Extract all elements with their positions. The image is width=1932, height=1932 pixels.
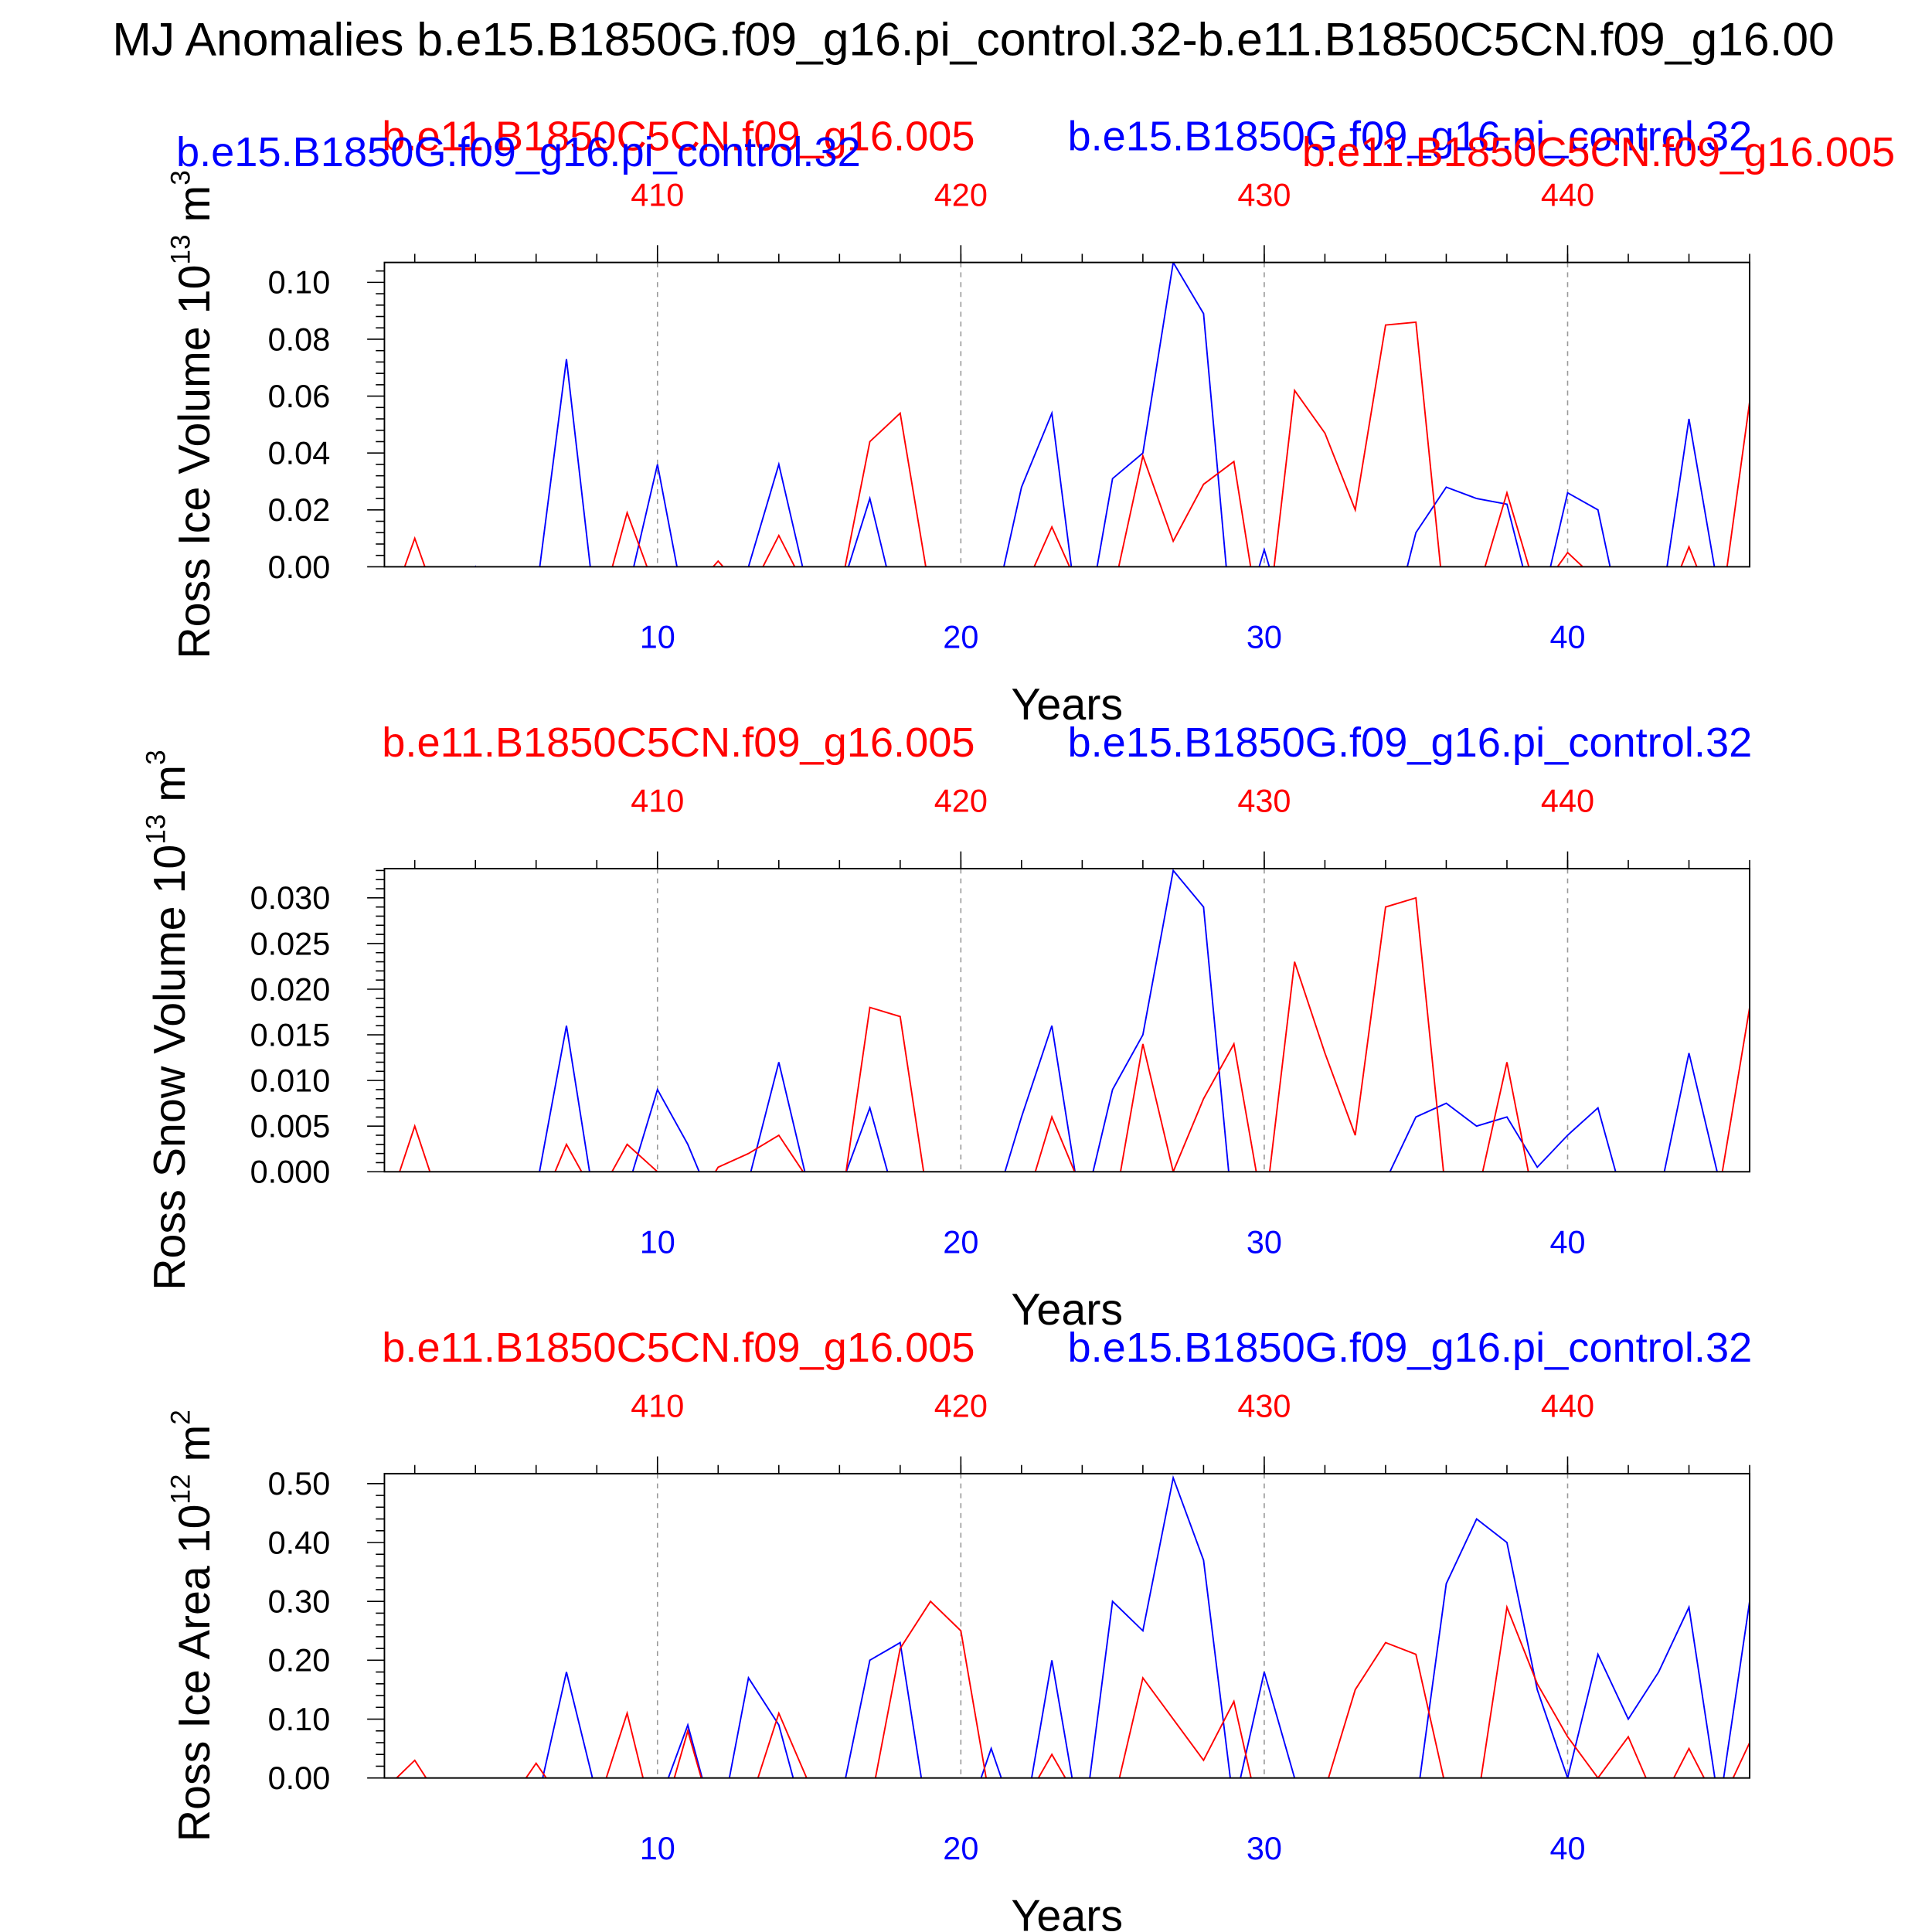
y-tick-label: 0.10 bbox=[268, 264, 331, 301]
y-axis-label: Ross Ice Area 1012 m2 bbox=[166, 1410, 220, 1842]
y-tick-label: 0.00 bbox=[268, 549, 331, 585]
y-tick-label: 0.010 bbox=[250, 1062, 331, 1098]
series-line bbox=[399, 896, 1750, 1172]
x2-tick-label: 420 bbox=[934, 176, 988, 213]
annotation: b.e15.B1850G.f09_g16.pi_control.32 bbox=[176, 129, 861, 175]
y-tick-label: 0.015 bbox=[250, 1016, 331, 1053]
y-axis-label-text: Ross Ice Volume 10 bbox=[170, 265, 219, 659]
x2-tick-label: 420 bbox=[934, 783, 988, 819]
y-tick-label: 0.50 bbox=[268, 1465, 331, 1502]
y-axis-label-unit: m bbox=[170, 1425, 219, 1475]
x-tick-label: 40 bbox=[1549, 1223, 1585, 1260]
x-tick-label: 30 bbox=[1247, 1223, 1282, 1260]
x2-tick-label: 410 bbox=[631, 783, 684, 819]
y-axis-label-exp: 13 bbox=[166, 234, 196, 264]
legend-entry: b.e11.B1850C5CN.f09_g16.005 bbox=[382, 114, 975, 160]
y-axis-label-text: Ross Ice Area 10 bbox=[170, 1504, 219, 1842]
x2-tick-label: 430 bbox=[1237, 1388, 1291, 1424]
x2-tick-label: 430 bbox=[1237, 176, 1291, 213]
x2-tick-label: 410 bbox=[631, 176, 684, 213]
legend-entry: b.e15.B1850G.f09_g16.pi_control.32 bbox=[1067, 719, 1752, 766]
y-axis-label-unit-exp: 3 bbox=[141, 750, 172, 765]
x-tick-label: 10 bbox=[640, 1830, 675, 1866]
y-tick-label: 0.40 bbox=[268, 1524, 331, 1560]
legend-entry: b.e11.B1850C5CN.f09_g16.005 bbox=[382, 1325, 975, 1371]
y-axis-label-unit-exp: 3 bbox=[166, 170, 196, 185]
y-tick-label: 0.10 bbox=[268, 1701, 331, 1737]
x-axis-label: Years bbox=[1011, 1891, 1123, 1932]
series-line bbox=[403, 321, 1750, 567]
y-tick-label: 0.00 bbox=[268, 1760, 331, 1796]
y-tick-label: 0.02 bbox=[268, 492, 331, 528]
y-tick-label: 0.005 bbox=[250, 1108, 331, 1145]
x2-tick-label: 420 bbox=[934, 1388, 988, 1424]
x-axis-label: Years bbox=[1011, 1285, 1123, 1335]
plot-frame bbox=[383, 1472, 1750, 1779]
y-axis-label-unit: m bbox=[170, 185, 219, 235]
legend-entry: b.e15.B1850G.f09_g16.pi_control.32 bbox=[1067, 114, 1752, 160]
x-tick-label: 30 bbox=[1247, 619, 1282, 655]
y-axis-label-text: Ross Snow Volume 10 bbox=[145, 845, 195, 1291]
y-axis-label: Ross Ice Volume 1013 m3 bbox=[166, 170, 220, 659]
y-tick-label: 0.08 bbox=[268, 321, 331, 357]
y-tick-label: 0.030 bbox=[250, 879, 331, 916]
x-tick-label: 10 bbox=[640, 1223, 675, 1260]
y-tick-label: 0.04 bbox=[268, 435, 331, 471]
x2-tick-label: 440 bbox=[1541, 783, 1594, 819]
x-tick-label: 40 bbox=[1549, 619, 1585, 655]
y-axis-label-unit: m bbox=[145, 765, 195, 815]
x-tick-label: 20 bbox=[943, 1223, 978, 1260]
series-line bbox=[395, 1600, 1750, 1778]
y-axis-label-exp: 13 bbox=[141, 815, 172, 845]
y-tick-label: 0.025 bbox=[250, 925, 331, 961]
y-tick-label: 0.020 bbox=[250, 971, 331, 1007]
y-tick-label: 0.30 bbox=[268, 1583, 331, 1620]
legend-entry: b.e11.B1850C5CN.f09_g16.005 bbox=[382, 719, 975, 766]
x-axis-label: Years bbox=[1011, 680, 1123, 730]
legend-entry: b.e15.B1850G.f09_g16.pi_control.32 bbox=[1067, 1325, 1752, 1371]
y-tick-label: 0.06 bbox=[268, 378, 331, 414]
series-line bbox=[539, 869, 1718, 1172]
plot-frame bbox=[383, 868, 1750, 1173]
x-tick-label: 10 bbox=[640, 619, 675, 655]
y-tick-label: 0.20 bbox=[268, 1642, 331, 1679]
x-tick-label: 30 bbox=[1247, 1830, 1282, 1866]
x-tick-label: 20 bbox=[943, 1830, 978, 1866]
y-axis-label-exp: 12 bbox=[166, 1474, 196, 1504]
figure-title: MJ Anomalies b.e15.B1850G.f09_g16.pi_con… bbox=[112, 13, 1834, 66]
plot-frame bbox=[383, 261, 1750, 568]
annotation: b.e11.B1850C5CN.f09_g16.005 bbox=[1302, 129, 1895, 175]
panel: 10 20 30 40 410 420 430 440 0.00 0.10 0.20 0.30 0.40… bbox=[166, 1325, 1753, 1932]
panel: 10 20 30 40 410 420 430 440 0.000 0.005 0.010 0.015… bbox=[141, 719, 1753, 1335]
x2-tick-label: 440 bbox=[1541, 176, 1594, 213]
y-axis-label-unit-exp: 2 bbox=[166, 1410, 196, 1425]
series-line bbox=[474, 262, 1716, 567]
panel: 10 20 30 40 410 420 430 440 0.00 0.02 0.04 0.06 0.08… bbox=[166, 114, 1896, 730]
x2-tick-label: 430 bbox=[1237, 783, 1291, 819]
x2-tick-label: 410 bbox=[631, 1388, 684, 1424]
x-tick-label: 40 bbox=[1549, 1830, 1585, 1866]
series-line bbox=[542, 1475, 1750, 1778]
x-tick-label: 20 bbox=[943, 619, 978, 655]
x2-tick-label: 440 bbox=[1541, 1388, 1594, 1424]
y-tick-label: 0.000 bbox=[250, 1154, 331, 1190]
y-axis-label: Ross Snow Volume 1013 m3 bbox=[141, 750, 196, 1291]
